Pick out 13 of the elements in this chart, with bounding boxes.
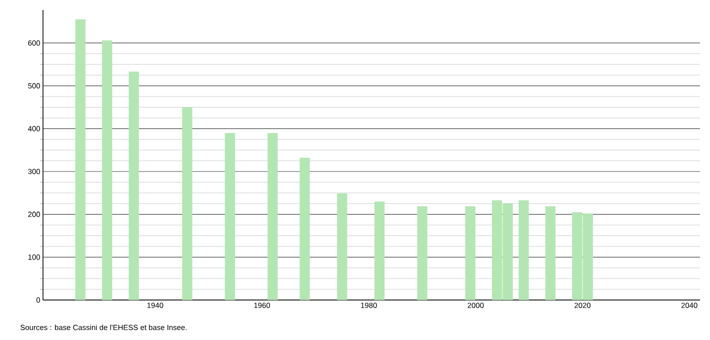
bar (465, 206, 476, 300)
bar (337, 193, 348, 300)
bar (300, 158, 310, 300)
bar (182, 107, 192, 300)
bar (417, 206, 428, 300)
bar (518, 200, 529, 300)
bar (224, 132, 236, 300)
bar (268, 132, 278, 300)
bar (102, 40, 112, 300)
bar (128, 72, 139, 300)
bar (374, 201, 385, 300)
bar (545, 206, 556, 300)
bar (75, 19, 86, 300)
